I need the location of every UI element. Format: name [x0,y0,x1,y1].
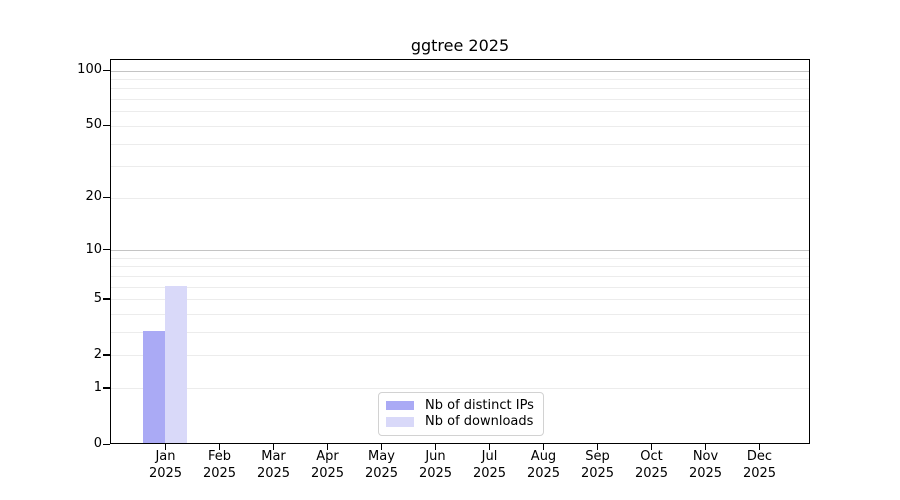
x-tick-mark [219,444,221,450]
x-tick-label: Feb 2025 [192,449,248,482]
x-tick-label: Jun 2025 [408,449,464,482]
y-tick-mark [103,354,110,356]
x-tick-year: 2025 [364,465,399,481]
y-tick-label: 1 [93,379,102,395]
major-gridline [111,70,809,72]
x-tick-label: May 2025 [354,449,410,482]
x-tick-month: Jun [425,449,446,464]
plot-area [110,59,810,444]
x-tick-mark [165,444,167,450]
minor-gridline [111,257,809,259]
bar-nb-of-distinct-ips [143,331,165,444]
minor-gridline [111,197,809,199]
x-tick-month: Mar [261,449,286,464]
x-tick-mark [327,444,329,450]
legend-label: Nb of downloads [425,414,534,430]
x-tick-mark [705,444,707,450]
minor-gridline [111,78,809,80]
x-tick-year: 2025 [256,465,291,481]
y-tick-label: 5 [93,290,102,306]
legend-label: Nb of distinct IPs [425,397,534,413]
x-tick-month: Aug [530,449,557,464]
x-tick-mark [489,444,491,450]
x-tick-month: Sep [585,449,610,464]
x-tick-year: 2025 [148,465,183,481]
x-tick-month: Nov [692,449,719,464]
minor-gridline [111,388,809,390]
minor-gridline [111,355,809,357]
y-tick-label: 0 [93,436,102,451]
x-tick-month: Jul [481,449,498,464]
x-tick-label: Dec 2025 [732,449,788,482]
x-tick-mark [435,444,437,450]
y-tick-label: 50 [85,117,102,133]
x-tick-label: Nov 2025 [678,449,734,482]
y-tick-mark [103,124,110,127]
y-tick-mark [103,443,110,445]
x-tick-label: Sep 2025 [570,449,626,482]
x-tick-label: Apr 2025 [300,449,356,482]
x-tick-month: May [368,449,395,464]
minor-gridline [111,314,809,316]
minor-gridline [111,286,809,288]
x-tick-year: 2025 [688,465,723,481]
legend-swatch [386,400,414,410]
x-tick-year: 2025 [418,465,453,481]
x-tick-month: Jan [155,449,176,464]
x-tick-label: Mar 2025 [246,449,302,482]
y-tick-label: 2 [93,346,102,362]
x-tick-month: Feb [207,449,232,464]
legend: Nb of distinct IPs Nb of downloads [378,392,544,436]
y-tick-label: 100 [77,62,102,77]
x-tick-year: 2025 [580,465,615,481]
x-tick-year: 2025 [526,465,561,481]
x-tick-label: Oct 2025 [624,449,680,482]
x-tick-mark [543,444,545,450]
x-tick-label: Aug 2025 [516,449,572,482]
x-tick-mark [597,444,599,450]
y-tick-mark [103,249,110,251]
x-tick-label: Jan 2025 [138,449,194,482]
x-tick-mark [759,444,761,450]
y-tick-mark [103,387,110,389]
legend-row: Nb of downloads [386,414,534,431]
minor-gridline [111,266,809,268]
major-gridline [111,250,809,252]
x-tick-mark [381,444,383,450]
x-tick-month: Dec [746,449,773,464]
minor-gridline [111,275,809,277]
chart-title: ggtree 2025 [410,36,510,55]
bar-nb-of-downloads [165,285,187,444]
x-tick-month: Oct [640,449,663,464]
minor-gridline [111,125,809,127]
x-tick-label: Jul 2025 [462,449,518,482]
x-tick-mark [273,444,275,450]
minor-gridline [111,143,809,145]
x-tick-year: 2025 [472,465,507,481]
minor-gridline [111,111,809,113]
minor-gridline [111,166,809,168]
x-tick-year: 2025 [310,465,345,481]
x-tick-mark [651,444,653,450]
y-tick-mark [103,69,110,71]
y-tick-mark [103,298,110,300]
x-tick-month: Apr [316,449,339,464]
x-tick-year: 2025 [742,465,777,481]
x-tick-year: 2025 [202,465,237,481]
minor-gridline [111,299,809,301]
y-tick-label: 20 [85,189,102,205]
minor-gridline [111,332,809,334]
minor-gridline [111,88,809,90]
y-tick-mark [103,196,110,199]
minor-gridline [111,99,809,101]
legend-swatch [386,417,414,427]
x-tick-year: 2025 [634,465,669,481]
legend-row: Nb of distinct IPs [386,397,534,414]
y-tick-label: 10 [85,241,102,257]
